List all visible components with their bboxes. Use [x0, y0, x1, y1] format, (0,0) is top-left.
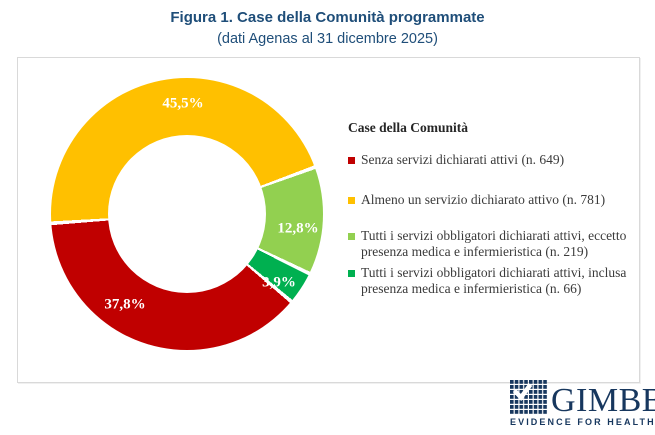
chart-panel: 37,8% 45,5% 12,8% 3,9% Case della Comuni…	[17, 57, 640, 383]
legend-label: Senza servizi dichiarati attivi (n. 649)	[361, 152, 565, 167]
slice-label-tutti-eccetto: 12,8%	[277, 220, 319, 237]
legend-item-tutti-inclusa: Tutti i servizi obbligatori dichiarati a…	[348, 265, 642, 297]
legend-swatch-red	[348, 157, 355, 164]
legend-item-senza-servizi: Senza servizi dichiarati attivi (n. 649)	[348, 152, 642, 168]
legend-swatch-dark-green	[348, 270, 355, 277]
legend-swatch-light-green	[348, 233, 355, 240]
figure-title: Figura 1. Case della Comunità programmat…	[170, 9, 485, 26]
donut-hole	[108, 135, 266, 293]
donut-chart: 37,8% 45,5% 12,8% 3,9%	[51, 78, 323, 350]
legend-item-almeno-un-servizio: Almeno un servizio dichiarato attivo (n.…	[348, 192, 642, 208]
gimbe-wordmark: GIMBE	[551, 382, 655, 419]
legend-label: Tutti i servizi obbligatori dichiarati a…	[361, 228, 627, 259]
slice-label-senza-servizi: 37,8%	[104, 296, 146, 313]
gimbe-tagline: EVIDENCE FOR HEALTH	[510, 417, 655, 427]
chart-legend: Case della Comunità Senza servizi dichia…	[348, 120, 642, 297]
figure-subtitle: (dati Agenas al 31 dicembre 2025)	[217, 31, 438, 47]
gimbe-mosaic-check-icon	[510, 380, 548, 415]
legend-swatch-yellow	[348, 197, 355, 204]
gimbe-logo: GIMBE EVIDENCE FOR HEALTH	[510, 380, 655, 427]
legend-label: Almeno un servizio dichiarato attivo (n.…	[361, 192, 606, 207]
slice-label-tutti-inclusa: 3,9%	[262, 274, 296, 291]
slice-label-almeno-un-servizio: 45,5%	[162, 95, 204, 112]
legend-label: Tutti i servizi obbligatori dichiarati a…	[361, 265, 627, 296]
legend-title: Case della Comunità	[348, 120, 469, 135]
legend-item-tutti-eccetto: Tutti i servizi obbligatori dichiarati a…	[348, 228, 642, 260]
